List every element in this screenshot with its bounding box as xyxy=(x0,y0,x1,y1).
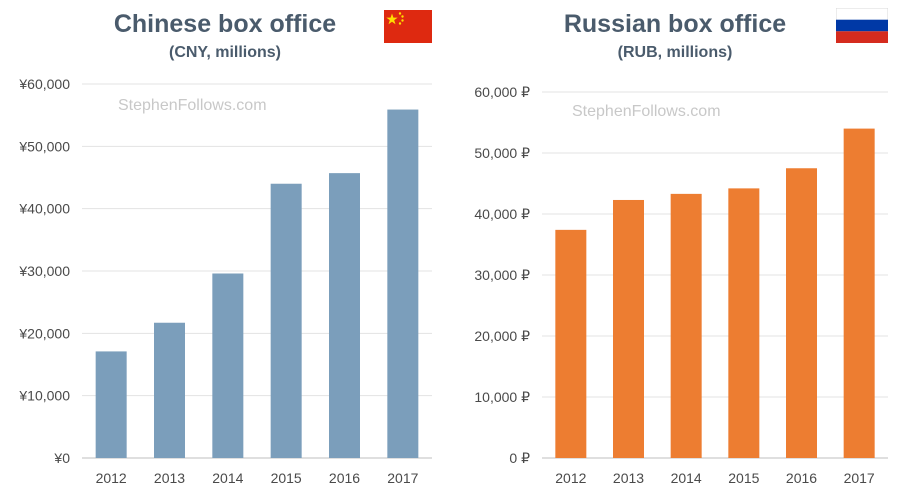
x-tick-label-russia: 2013 xyxy=(613,470,644,486)
watermark-text: StephenFollows.com xyxy=(572,103,721,120)
watermark-text: StephenFollows.com xyxy=(118,97,267,114)
chart-title-russia: Russian box office xyxy=(563,10,787,38)
bar-china-2017 xyxy=(387,109,419,458)
y-tick-label-china: ¥20,000 xyxy=(18,325,70,341)
y-tick-label-russia: 10,000 ₽ xyxy=(474,389,530,405)
bar-china-2014 xyxy=(212,273,244,458)
y-tick-label-russia: 40,000 ₽ xyxy=(474,206,530,222)
x-tick-label-russia: 2014 xyxy=(671,470,702,486)
chart-subtitle-russia: (RUB, millions) xyxy=(617,44,733,61)
bar-russia-2016 xyxy=(786,168,817,458)
y-tick-label-china: ¥30,000 xyxy=(18,263,70,279)
y-tick-label-china: ¥50,000 xyxy=(18,138,70,154)
bar-russia-2013 xyxy=(613,199,644,458)
bar-russia-2014 xyxy=(670,193,702,458)
bar-china-2016 xyxy=(329,173,360,459)
y-tick-label-china: ¥40,000 xyxy=(18,201,70,217)
x-tick-label-china: 2014 xyxy=(212,470,243,486)
y-tick-label-china: ¥10,000 xyxy=(18,388,70,404)
x-tick-label-china: 2013 xyxy=(154,470,185,486)
bar-china-2013 xyxy=(154,322,185,458)
x-tick-label-china: 2015 xyxy=(271,470,302,486)
bar-china-2015 xyxy=(270,183,302,458)
china-flag-icon xyxy=(384,10,432,43)
y-tick-label-china: ¥60,000 xyxy=(18,76,70,92)
y-tick-label-russia: 0 ₽ xyxy=(509,450,530,466)
x-tick-label-china: 2016 xyxy=(329,470,360,486)
x-tick-label-russia: 2012 xyxy=(555,470,586,486)
y-tick-label-china: ¥0 xyxy=(53,450,70,466)
y-tick-label-russia: 20,000 ₽ xyxy=(474,328,530,344)
y-tick-label-russia: 60,000 ₽ xyxy=(474,84,530,100)
bar-russia-2012 xyxy=(555,229,587,458)
y-tick-label-russia: 50,000 ₽ xyxy=(474,145,530,161)
x-tick-label-china: 2012 xyxy=(96,470,127,486)
y-tick-label-russia: 30,000 ₽ xyxy=(474,267,530,283)
bar-china-2012 xyxy=(95,351,127,458)
bar-russia-2017 xyxy=(843,128,875,458)
chart-title-china: Chinese box office xyxy=(113,10,337,38)
x-tick-label-russia: 2016 xyxy=(786,470,817,486)
chart-subtitle-china: (CNY, millions) xyxy=(168,44,281,61)
x-tick-label-russia: 2015 xyxy=(728,470,759,486)
x-tick-label-china: 2017 xyxy=(387,470,418,486)
bar-russia-2015 xyxy=(728,188,760,458)
russia-flag-icon xyxy=(836,8,888,43)
x-tick-label-russia: 2017 xyxy=(844,470,875,486)
